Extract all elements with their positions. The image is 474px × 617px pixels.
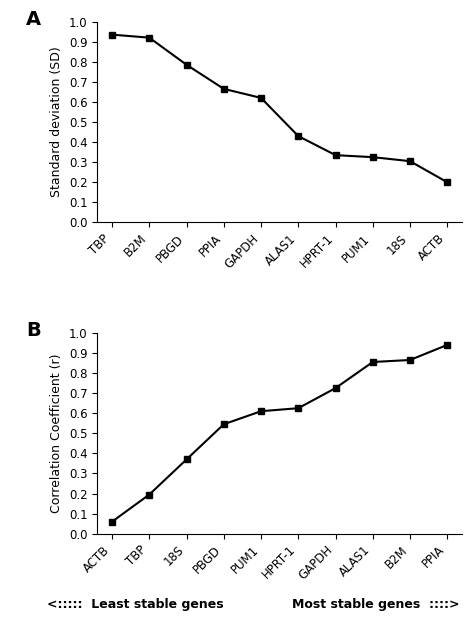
Y-axis label: Standard deviation (SD): Standard deviation (SD) xyxy=(50,47,63,197)
Text: <:::::  Least stable genes: <::::: Least stable genes xyxy=(47,598,224,611)
Text: Most stable genes  ::::>: Most stable genes ::::> xyxy=(292,598,460,611)
Text: A: A xyxy=(26,9,41,28)
Text: B: B xyxy=(26,321,41,340)
Y-axis label: Correlation Coefficient (r): Correlation Coefficient (r) xyxy=(50,354,63,513)
